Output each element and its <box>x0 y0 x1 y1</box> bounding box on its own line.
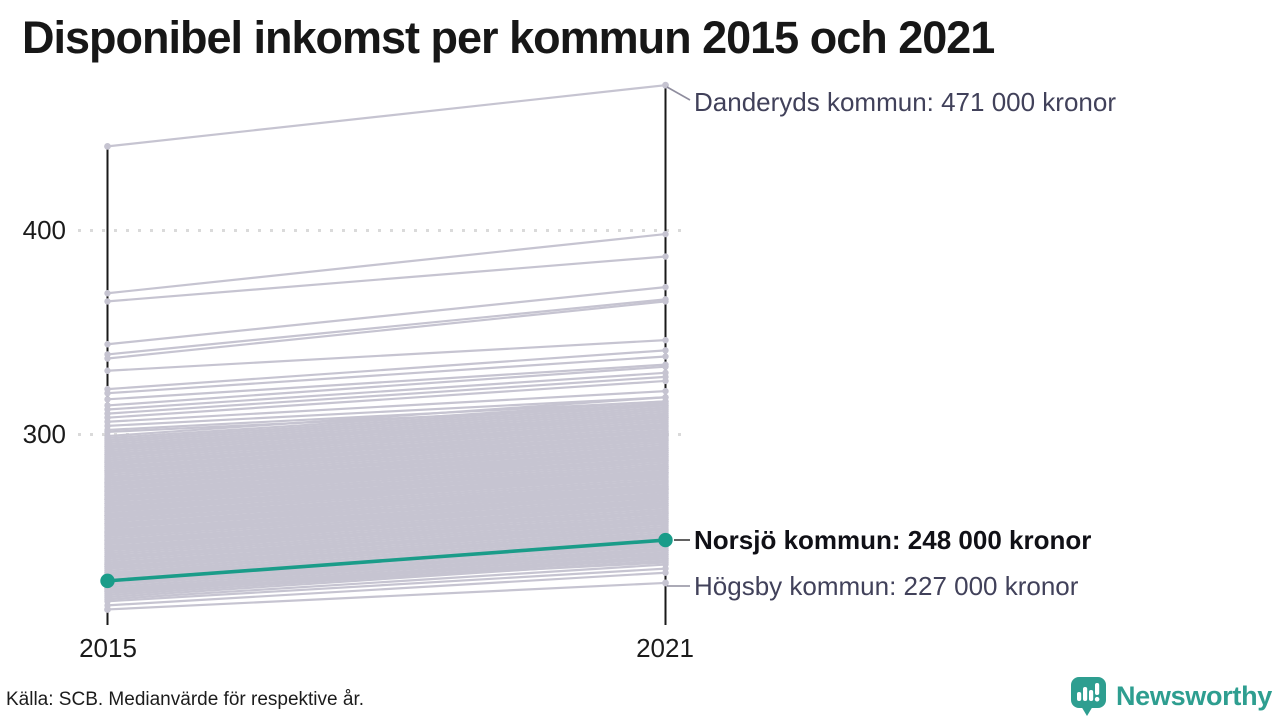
y-tick-label-300: 300 <box>23 419 66 449</box>
annotation-norsjo: Norsjö kommun: 248 000 kronor <box>694 525 1091 555</box>
annotation-hogsby: Högsby kommun: 227 000 kronor <box>694 571 1079 601</box>
highlighted-slope-line <box>100 532 673 589</box>
newsworthy-bubble-chart-icon <box>1070 677 1106 716</box>
connector-danderyd <box>666 86 691 101</box>
chart-title: Disponibel inkomst per kommun 2015 och 2… <box>22 12 995 63</box>
y-tick-label-400: 400 <box>23 215 66 245</box>
background-slope-lines <box>104 230 669 609</box>
x-tick-label-2021: 2021 <box>636 633 694 663</box>
x-tick-label-2015: 2015 <box>79 633 137 663</box>
source-note: Källa: SCB. Medianvärde för respektive å… <box>6 689 365 710</box>
newsworthy-logo-text: Newsworthy <box>1115 681 1272 711</box>
newsworthy-logo[interactable]: Newsworthy <box>1070 676 1272 717</box>
annotation-danderyd: Danderyds kommun: 471 000 kronor <box>694 87 1116 117</box>
